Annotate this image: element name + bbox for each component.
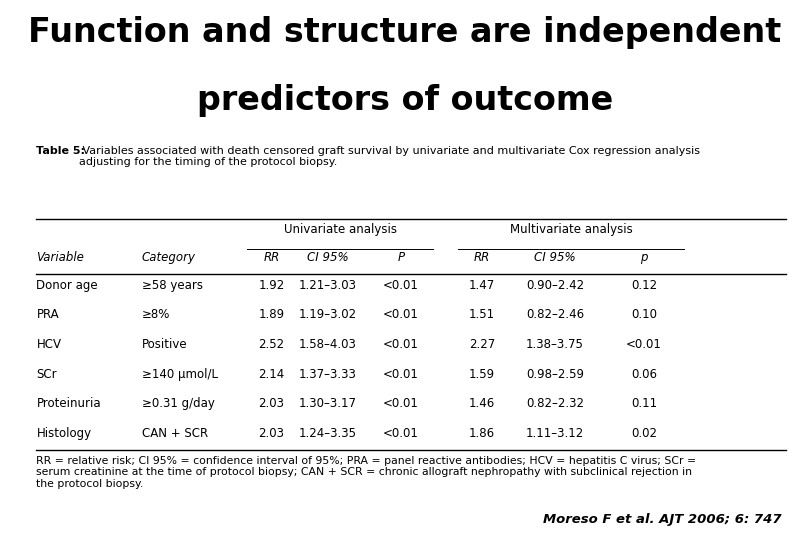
Text: 1.89: 1.89 bbox=[258, 308, 284, 321]
Text: 0.11: 0.11 bbox=[631, 397, 657, 410]
Text: 1.59: 1.59 bbox=[469, 368, 495, 381]
Text: 2.14: 2.14 bbox=[258, 368, 284, 381]
Text: Multivariate analysis: Multivariate analysis bbox=[509, 223, 633, 236]
Text: <0.01: <0.01 bbox=[383, 308, 419, 321]
Text: 1.92: 1.92 bbox=[258, 279, 284, 292]
Text: Function and structure are independent: Function and structure are independent bbox=[28, 16, 782, 49]
Text: HCV: HCV bbox=[36, 338, 62, 351]
Text: 0.82–2.32: 0.82–2.32 bbox=[526, 397, 584, 410]
Text: 1.11–3.12: 1.11–3.12 bbox=[526, 427, 584, 440]
Text: <0.01: <0.01 bbox=[383, 427, 419, 440]
Text: RR: RR bbox=[474, 251, 490, 264]
Text: 0.06: 0.06 bbox=[631, 368, 657, 381]
Text: Histology: Histology bbox=[36, 427, 92, 440]
Text: Positive: Positive bbox=[142, 338, 187, 351]
Text: ≥58 years: ≥58 years bbox=[142, 279, 202, 292]
Text: <0.01: <0.01 bbox=[383, 368, 419, 381]
Text: 1.58–4.03: 1.58–4.03 bbox=[299, 338, 357, 351]
Text: ≥0.31 g/day: ≥0.31 g/day bbox=[142, 397, 215, 410]
Text: CAN + SCR: CAN + SCR bbox=[142, 427, 208, 440]
Text: 1.47: 1.47 bbox=[469, 279, 495, 292]
Text: 1.37–3.33: 1.37–3.33 bbox=[299, 368, 357, 381]
Text: ≥8%: ≥8% bbox=[142, 308, 170, 321]
Text: <0.01: <0.01 bbox=[383, 397, 419, 410]
Text: 1.86: 1.86 bbox=[469, 427, 495, 440]
Text: Univariate analysis: Univariate analysis bbox=[284, 223, 397, 236]
Text: RR = relative risk; CI 95% = confidence interval of 95%; PRA = panel reactive an: RR = relative risk; CI 95% = confidence … bbox=[36, 456, 697, 489]
Text: <0.01: <0.01 bbox=[383, 338, 419, 351]
Text: 2.27: 2.27 bbox=[469, 338, 495, 351]
Text: 1.38–3.75: 1.38–3.75 bbox=[526, 338, 584, 351]
Text: P: P bbox=[398, 251, 404, 264]
Text: 1.24–3.35: 1.24–3.35 bbox=[299, 427, 357, 440]
Text: <0.01: <0.01 bbox=[626, 338, 662, 351]
Text: Proteinuria: Proteinuria bbox=[36, 397, 101, 410]
Text: Donor age: Donor age bbox=[36, 279, 98, 292]
Text: Variable: Variable bbox=[36, 251, 84, 264]
Text: Variables associated with death censored graft survival by univariate and multiv: Variables associated with death censored… bbox=[79, 146, 701, 167]
Text: RR: RR bbox=[263, 251, 279, 264]
Text: ≥140 μmol/L: ≥140 μmol/L bbox=[142, 368, 218, 381]
Text: Category: Category bbox=[142, 251, 196, 264]
Text: 1.19–3.02: 1.19–3.02 bbox=[299, 308, 357, 321]
Text: SCr: SCr bbox=[36, 368, 57, 381]
Text: 2.03: 2.03 bbox=[258, 397, 284, 410]
Text: 1.46: 1.46 bbox=[469, 397, 495, 410]
Text: CI 95%: CI 95% bbox=[307, 251, 349, 264]
Text: 0.90–2.42: 0.90–2.42 bbox=[526, 279, 584, 292]
Text: 0.12: 0.12 bbox=[631, 279, 657, 292]
Text: 1.30–3.17: 1.30–3.17 bbox=[299, 397, 357, 410]
Text: CI 95%: CI 95% bbox=[534, 251, 576, 264]
Text: Moreso F et al. AJT 2006; 6: 747: Moreso F et al. AJT 2006; 6: 747 bbox=[543, 514, 782, 526]
Text: Table 5:: Table 5: bbox=[36, 146, 85, 156]
Text: 0.02: 0.02 bbox=[631, 427, 657, 440]
Text: predictors of outcome: predictors of outcome bbox=[197, 84, 613, 117]
Text: 1.21–3.03: 1.21–3.03 bbox=[299, 279, 357, 292]
Text: 0.98–2.59: 0.98–2.59 bbox=[526, 368, 584, 381]
Text: 0.10: 0.10 bbox=[631, 308, 657, 321]
Text: <0.01: <0.01 bbox=[383, 279, 419, 292]
Text: 2.52: 2.52 bbox=[258, 338, 284, 351]
Text: PRA: PRA bbox=[36, 308, 59, 321]
Text: p: p bbox=[640, 251, 648, 264]
Text: 0.82–2.46: 0.82–2.46 bbox=[526, 308, 584, 321]
Text: 1.51: 1.51 bbox=[469, 308, 495, 321]
Text: 2.03: 2.03 bbox=[258, 427, 284, 440]
